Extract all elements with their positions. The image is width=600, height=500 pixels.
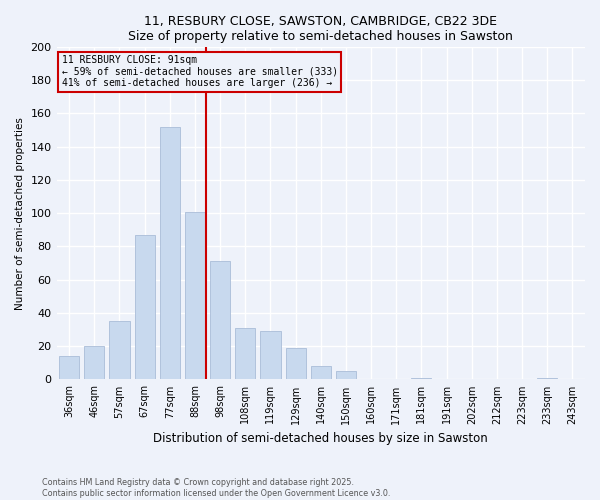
Bar — [286, 348, 305, 380]
Bar — [84, 346, 104, 380]
Bar — [185, 212, 205, 380]
Bar — [235, 328, 256, 380]
Bar — [134, 235, 155, 380]
Bar — [210, 262, 230, 380]
X-axis label: Distribution of semi-detached houses by size in Sawston: Distribution of semi-detached houses by … — [154, 432, 488, 445]
Text: 11 RESBURY CLOSE: 91sqm
← 59% of semi-detached houses are smaller (333)
41% of s: 11 RESBURY CLOSE: 91sqm ← 59% of semi-de… — [62, 56, 338, 88]
Bar — [260, 331, 281, 380]
Bar — [412, 378, 431, 380]
Text: Contains HM Land Registry data © Crown copyright and database right 2025.
Contai: Contains HM Land Registry data © Crown c… — [42, 478, 391, 498]
Bar — [336, 371, 356, 380]
Bar — [160, 126, 180, 380]
Bar — [311, 366, 331, 380]
Y-axis label: Number of semi-detached properties: Number of semi-detached properties — [15, 116, 25, 310]
Bar — [537, 378, 557, 380]
Title: 11, RESBURY CLOSE, SAWSTON, CAMBRIDGE, CB22 3DE
Size of property relative to sem: 11, RESBURY CLOSE, SAWSTON, CAMBRIDGE, C… — [128, 15, 513, 43]
Bar — [59, 356, 79, 380]
Bar — [109, 321, 130, 380]
